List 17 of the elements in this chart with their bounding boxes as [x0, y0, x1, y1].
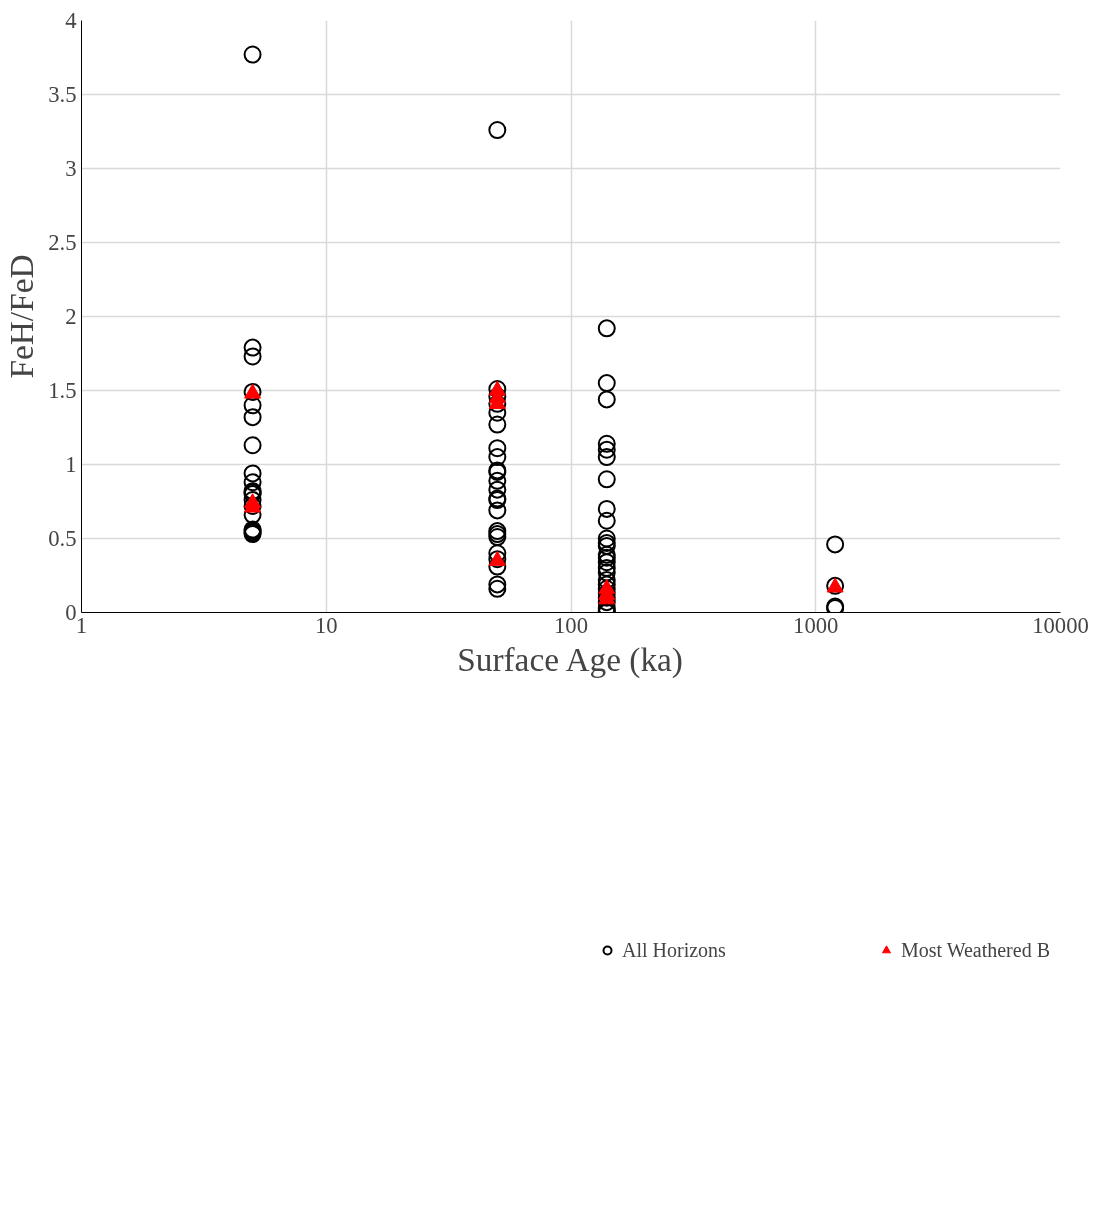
y-tick-label: 3.5: [48, 82, 77, 107]
x-axis-title: Surface Age (ka): [457, 640, 683, 679]
legend-label: All Horizons: [622, 938, 726, 962]
x-tick-label: 10000: [1032, 612, 1089, 638]
y-tick-label: 1: [65, 452, 77, 477]
y-tick-label: 2.5: [48, 230, 77, 255]
y-tick-label: 4: [65, 8, 77, 33]
y-axis-title: FeH/FeD: [3, 254, 41, 379]
y-tick-label: 0.5: [48, 526, 77, 551]
x-tick-label: 100: [554, 612, 588, 638]
y-tick-label: 1.5: [48, 378, 77, 403]
y-tick-label: 3: [65, 156, 77, 181]
legend-label: Most Weathered B: [900, 938, 1050, 962]
x-tick-label: 10: [314, 612, 338, 638]
y-tick-label: 0: [65, 600, 77, 625]
y-tick-label: 2: [65, 304, 77, 329]
x-tick-label: 1000: [793, 612, 839, 638]
